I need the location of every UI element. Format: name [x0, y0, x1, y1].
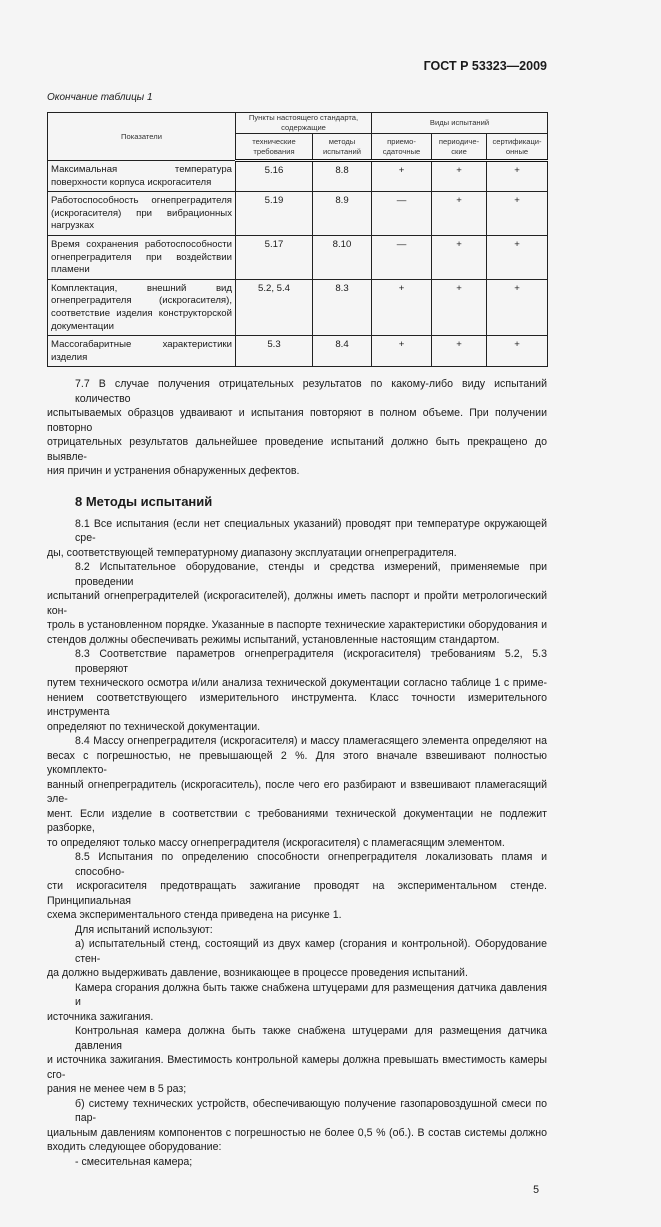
paragraph: Для испытаний используют: — [47, 923, 547, 938]
text-line: Контрольная камера должна быть также сна… — [75, 1025, 547, 1052]
cert-cell: + — [485, 191, 549, 236]
acceptance-cell: — — [371, 191, 432, 236]
text-line: ды, соответствующей температурному диапа… — [47, 546, 457, 559]
periodic-cell: + — [431, 234, 487, 280]
document-page: ГОСТ Р 53323—2009 Окончание таблицы 1 По… — [47, 0, 549, 1227]
text-line: Камера сгорания должна быть также снабже… — [75, 981, 547, 1009]
indicator-cell: Работоспособность огнепреградителя (искр… — [47, 191, 236, 236]
page-number: 5 — [533, 1184, 539, 1197]
method-cell: 8.8 — [312, 159, 372, 193]
cert-cell: + — [485, 159, 549, 193]
text-line: 8.5 Испытания по определению способности… — [75, 851, 547, 878]
document-code: ГОСТ Р 53323—2009 — [423, 59, 547, 73]
indicator-cell: Время сохранения работоспособности огнеп… — [47, 234, 236, 280]
paragraph: а) испытательный стенд, состоящий из дву… — [47, 937, 547, 981]
table-row: Комплектация, внешний вид огнепреградите… — [47, 278, 549, 337]
text-line: и источника зажигания. Вместимость контр… — [47, 1054, 547, 1081]
method-cell: 8.10 — [312, 234, 372, 280]
paragraph: Контрольная камера должна быть также сна… — [47, 1024, 547, 1097]
text-line: стендов должны обеспечивать режимы испыт… — [47, 633, 500, 646]
periodic-cell: + — [431, 159, 487, 193]
acceptance-cell: + — [371, 278, 432, 337]
text-line: 8.2 Испытательное оборудование, стенды и… — [75, 561, 547, 588]
text-line: определяют по технической документации. — [47, 720, 261, 733]
text-line: отрицательных результатов дальнейшее про… — [47, 436, 547, 463]
tech-req-cell: 5.17 — [235, 234, 313, 280]
text-line: ванный огнепреградитель (искрогаситель),… — [47, 778, 547, 806]
text-line: мент. Если изделие в соответствии с треб… — [47, 807, 547, 835]
header-clauses: Пункты настоящего стандарта, содержащие — [235, 112, 372, 134]
tech-req-cell: 5.2, 5.4 — [235, 278, 313, 337]
table-row: Массогабаритные характеристики изделия 5.… — [47, 335, 549, 368]
text-line: 8.3 Соответствие параметров огнепрегради… — [75, 648, 547, 675]
paragraph: б) систему технических устройств, обеспе… — [47, 1097, 547, 1155]
text-line: Для испытаний используют: — [75, 923, 213, 936]
paragraph: Камера сгорания должна быть также снабже… — [47, 981, 547, 1025]
tests-table: Показатели Пункты настоящего стандарта, … — [47, 112, 549, 368]
acceptance-cell: + — [371, 159, 432, 193]
text-line: да должно выдерживать давление, возникаю… — [47, 967, 468, 980]
text-line: - смесительная камера; — [75, 1155, 193, 1168]
table-caption: Окончание таблицы 1 — [47, 92, 153, 103]
text-line: входить следующее оборудование: — [47, 1141, 222, 1154]
text-line: схема экспериментального стенда приведен… — [47, 909, 342, 922]
tech-req-cell: 5.16 — [235, 159, 313, 193]
method-cell: 8.4 — [312, 335, 372, 368]
header-cert: сертификаци-онные — [485, 133, 549, 162]
periodic-cell: + — [431, 335, 487, 368]
text-line: рания не менее чем в 5 раз; — [47, 1083, 187, 1096]
text-line: путем технического осмотра и/или анализа… — [47, 677, 547, 690]
paragraph: 8.1 Все испытания (если нет специальных … — [47, 517, 547, 561]
tech-req-cell: 5.19 — [235, 191, 313, 236]
text-line: нением соответствующего измерительного и… — [47, 691, 547, 719]
header-acceptance: приемо-сдаточные — [371, 133, 432, 162]
indicator-cell: Массогабаритные характеристики изделия — [47, 335, 236, 368]
text-line: 7.7 В случае получения отрицательных рез… — [75, 378, 547, 405]
cert-cell: + — [485, 234, 549, 280]
header-periodic: периодиче-ские — [431, 133, 487, 162]
paragraph: - смесительная камера; — [47, 1155, 547, 1170]
text-line: а) испытательный стенд, состоящий из дву… — [75, 938, 547, 965]
header-indicators: Показатели — [47, 112, 236, 161]
text-line: троль в установленном порядке. Указанные… — [47, 619, 547, 632]
text-line: испытываемых образцов удваивают и испыта… — [47, 407, 547, 434]
paragraph-7-7: 7.7 В случае получения отрицательных рез… — [47, 377, 547, 479]
indicator-cell: Максимальная температура поверхности кор… — [47, 159, 236, 193]
text-line: весах с погрешностью, не превышающей 2 %… — [47, 749, 547, 777]
text-line: б) систему технических устройств, обеспе… — [75, 1097, 547, 1125]
cert-cell: + — [485, 335, 549, 368]
table-row: Максимальная температура поверхности кор… — [47, 159, 549, 193]
acceptance-cell: — — [371, 234, 432, 280]
text-line: ния причин и устранения обнаруженных деф… — [47, 465, 300, 478]
periodic-cell: + — [431, 191, 487, 236]
text-line: 8.4 Массу огнепреградителя (искрогасител… — [75, 735, 547, 748]
paragraph: 8.4 Массу огнепреградителя (искрогасител… — [47, 734, 547, 850]
text-line: источника зажигания. — [47, 1010, 154, 1023]
tech-req-cell: 5.3 — [235, 335, 313, 368]
paragraph: 8.5 Испытания по определению способности… — [47, 850, 547, 923]
text-line: испытаний огнепреградителей (искрогасите… — [47, 590, 547, 617]
section-title: 8 Методы испытаний — [75, 493, 213, 509]
header-methods: методы испытаний — [312, 133, 372, 162]
method-cell: 8.9 — [312, 191, 372, 236]
text-line: сти искрогасителя предотвращать зажигани… — [47, 880, 547, 907]
text-line: то определяют только массу огнепреградит… — [47, 836, 505, 849]
table-row: Работоспособность огнепреградителя (искр… — [47, 191, 549, 236]
method-cell: 8.3 — [312, 278, 372, 337]
header-tech: технические требования — [235, 133, 313, 162]
indicator-cell: Комплектация, внешний вид огнепреградите… — [47, 278, 236, 337]
text-line: 8.1 Все испытания (если нет специальных … — [75, 517, 547, 545]
cert-cell: + — [485, 278, 549, 337]
text-line: циальным давлениям компонентов с погрешн… — [47, 1126, 547, 1139]
acceptance-cell: + — [371, 335, 432, 368]
table-row: Время сохранения работоспособности огнеп… — [47, 234, 549, 280]
paragraph: 8.3 Соответствие параметров огнепрегради… — [47, 647, 547, 734]
header-test-types: Виды испытаний — [370, 112, 549, 134]
section-8-text: 8.1 Все испытания (если нет специальных … — [47, 517, 547, 1170]
periodic-cell: + — [431, 278, 487, 337]
paragraph: 8.2 Испытательное оборудование, стенды и… — [47, 560, 547, 647]
